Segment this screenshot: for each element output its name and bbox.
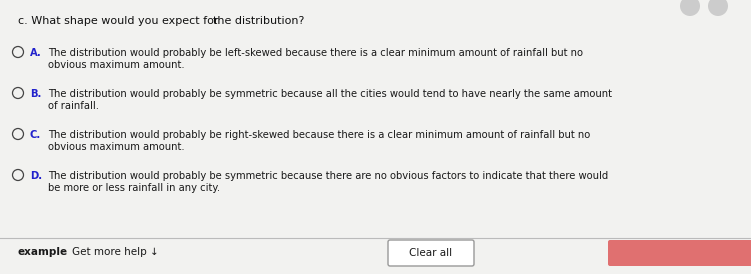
- Text: be more or less rainfall in any city.: be more or less rainfall in any city.: [48, 183, 220, 193]
- Text: the distribution?: the distribution?: [213, 16, 304, 26]
- Text: c. What shape would you expect for: c. What shape would you expect for: [18, 16, 219, 26]
- Text: Get more help ↓: Get more help ↓: [72, 247, 158, 257]
- Text: obvious maximum amount.: obvious maximum amount.: [48, 60, 185, 70]
- Text: obvious maximum amount.: obvious maximum amount.: [48, 142, 185, 152]
- Text: The distribution would probably be symmetric because all the cities would tend t: The distribution would probably be symme…: [48, 89, 612, 99]
- Text: C.: C.: [30, 130, 41, 140]
- Text: example: example: [18, 247, 68, 257]
- Text: D.: D.: [30, 171, 42, 181]
- Text: of rainfall.: of rainfall.: [48, 101, 99, 111]
- FancyBboxPatch shape: [388, 240, 474, 266]
- Circle shape: [708, 0, 728, 16]
- Text: The distribution would probably be left-skewed because there is a clear minimum : The distribution would probably be left-…: [48, 48, 583, 58]
- Text: B.: B.: [30, 89, 41, 99]
- FancyBboxPatch shape: [608, 240, 751, 266]
- Text: A.: A.: [30, 48, 42, 58]
- Circle shape: [680, 0, 700, 16]
- Text: The distribution would probably be right-skewed because there is a clear minimum: The distribution would probably be right…: [48, 130, 590, 140]
- Text: Clear all: Clear all: [409, 248, 453, 258]
- Text: The distribution would probably be symmetric because there are no obvious factor: The distribution would probably be symme…: [48, 171, 608, 181]
